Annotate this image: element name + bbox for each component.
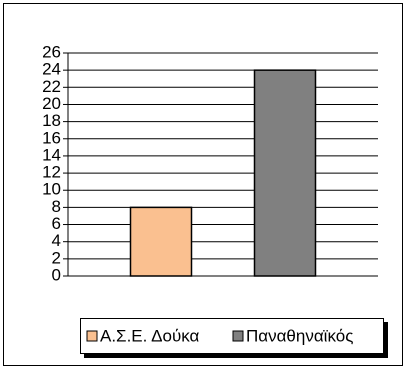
- y-tick-label: 0: [52, 265, 61, 284]
- y-tick-label: 2: [52, 248, 61, 267]
- y-tick-label: 20: [42, 94, 61, 113]
- legend-label: Α.Σ.Ε. Δούκα: [100, 326, 200, 345]
- bar: [253, 69, 317, 277]
- legend-swatch: [232, 330, 244, 342]
- chart-frame: [3, 3, 403, 366]
- y-tick-label: 18: [42, 111, 61, 130]
- y-tick-label: 8: [52, 197, 61, 216]
- y-tick-label: 16: [42, 128, 61, 147]
- legend-label: Παναθηναϊκός: [246, 326, 353, 345]
- y-tick-label: 12: [42, 163, 61, 182]
- legend-swatch: [86, 330, 98, 342]
- legend-box: [80, 318, 384, 354]
- y-tick-label: 4: [52, 231, 61, 250]
- y-tick-label: 26: [42, 42, 61, 61]
- y-tick-label: 6: [52, 214, 61, 233]
- y-tick-label: 22: [42, 77, 61, 96]
- bar: [129, 206, 193, 277]
- y-tick-label: 24: [42, 60, 61, 79]
- y-tick-label: 10: [42, 180, 61, 199]
- y-tick-label: 14: [42, 145, 61, 164]
- legend: [80, 318, 388, 358]
